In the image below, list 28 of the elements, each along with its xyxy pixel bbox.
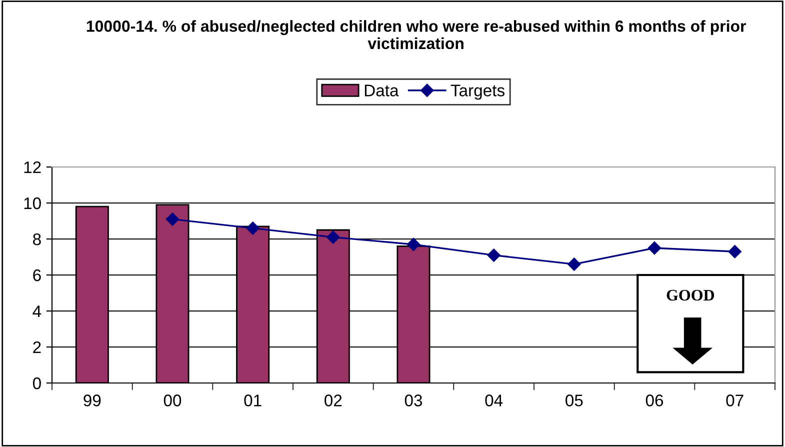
x-tick-label: 03 — [404, 394, 422, 406]
y-tick-label: 0 — [32, 377, 41, 390]
point — [246, 222, 260, 235]
x-tick-label: 99 — [84, 394, 101, 406]
chart-title: 10000-14. % of abused/neglected children who were re-abused within 6 months of prior victimization — [86, 20, 746, 50]
x-tick-label: 04 — [485, 394, 503, 406]
y-tick-label: 10 — [24, 197, 41, 210]
y-tick-label: 12 — [24, 161, 41, 174]
point — [648, 241, 662, 255]
x-tick-label: 05 — [566, 394, 583, 406]
x-tick-label: 06 — [646, 394, 664, 406]
y-tick-label: 4 — [32, 306, 42, 318]
x-tick-label: 02 — [324, 394, 342, 406]
point — [728, 245, 742, 258]
x-tick-label: 00 — [164, 394, 182, 406]
point — [487, 248, 500, 262]
legend-label: Targets — [450, 84, 504, 100]
x-tick-label: 01 — [244, 394, 262, 406]
y-tick-label: 8 — [33, 233, 41, 246]
x-tick-label: 07 — [726, 394, 744, 406]
legend-label: Data — [364, 84, 399, 96]
point — [568, 258, 581, 271]
annotation: GOOD — [666, 290, 714, 301]
point — [406, 238, 420, 251]
point — [326, 230, 340, 244]
y-tick-label: 6 — [33, 269, 41, 282]
y-tick-label: 2 — [33, 341, 41, 354]
point — [166, 212, 180, 226]
